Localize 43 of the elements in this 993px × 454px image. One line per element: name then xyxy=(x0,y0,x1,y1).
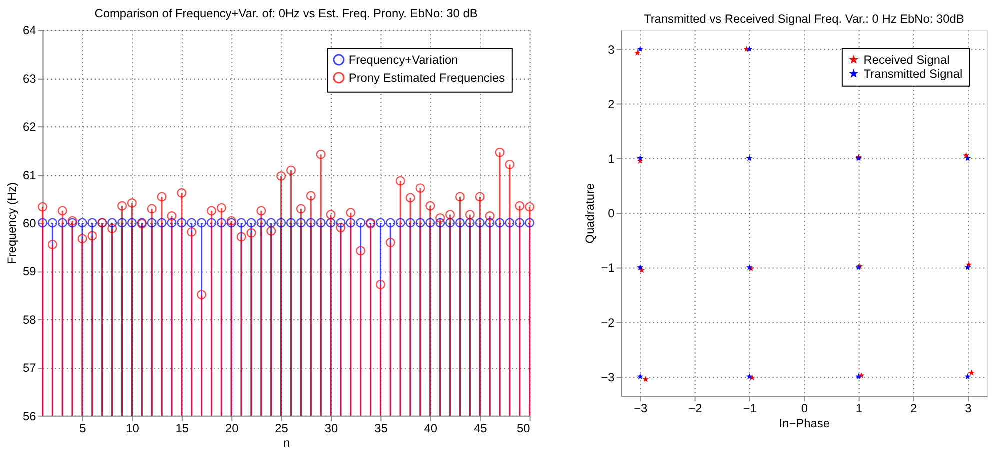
x-tick-label: 40 xyxy=(424,421,438,436)
y-tick-label: 2 xyxy=(608,97,616,112)
x-tick-label: 10 xyxy=(126,421,140,436)
x-tick-label: −2 xyxy=(688,401,703,416)
y-tick-label: 3 xyxy=(608,42,616,57)
y-tick-label: 60 xyxy=(23,216,37,231)
x-tick-label: 0 xyxy=(801,401,808,416)
chart-title: Comparison of Frequency+Var. of: 0Hz vs Est. Freq. Prony. EbNo: 30 dB xyxy=(94,6,478,20)
y-tick-label: 64 xyxy=(23,24,37,38)
y-tick-label: 61 xyxy=(23,168,37,182)
x-tick-label: 45 xyxy=(474,421,488,436)
y-axis-title: Frequency (Hz) xyxy=(5,182,20,265)
x-tick-label: −3 xyxy=(634,401,648,416)
x-tick-label: 15 xyxy=(176,421,190,436)
x-axis-title: n xyxy=(283,436,290,450)
y-tick-label: 58 xyxy=(23,312,37,327)
y-tick-label: −2 xyxy=(601,316,616,330)
x-tick-label: 20 xyxy=(225,421,240,436)
x-tick-label: 25 xyxy=(275,421,289,436)
y-tick-label: −1 xyxy=(601,261,616,276)
x-axis-title: In−Phase xyxy=(779,416,830,430)
y-tick-label: 1 xyxy=(608,152,616,166)
y-tick-label: 59 xyxy=(23,264,37,279)
y-tick-label: 63 xyxy=(23,72,37,86)
x-tick-label: 50 xyxy=(517,421,531,436)
y-tick-label: 57 xyxy=(23,361,37,376)
y-tick-label: −3 xyxy=(601,370,616,384)
x-tick-label: 2 xyxy=(910,401,918,416)
x-tick-label: 30 xyxy=(324,421,338,436)
y-tick-label: 0 xyxy=(608,206,616,221)
x-tick-label: 3 xyxy=(965,401,972,416)
legend-label: Transmitted Signal xyxy=(864,66,963,81)
legend-label: Received Signal xyxy=(864,52,950,67)
y-tick-label: 62 xyxy=(23,120,37,134)
x-tick-label: 35 xyxy=(374,421,388,436)
y-axis-title: Quadrature xyxy=(583,183,598,244)
x-tick-label: −1 xyxy=(743,401,758,416)
x-tick-label: 1 xyxy=(856,401,863,416)
legend-label: Prony Estimated Frequencies xyxy=(348,70,506,85)
y-tick-label: 56 xyxy=(23,409,37,424)
legend-label: Frequency+Variation xyxy=(348,52,458,67)
x-tick-label: 5 xyxy=(80,421,87,436)
chart-title: Transmitted vs Received Signal Freq. Var.: 0 Hz EbNo: 30dB xyxy=(644,12,964,26)
